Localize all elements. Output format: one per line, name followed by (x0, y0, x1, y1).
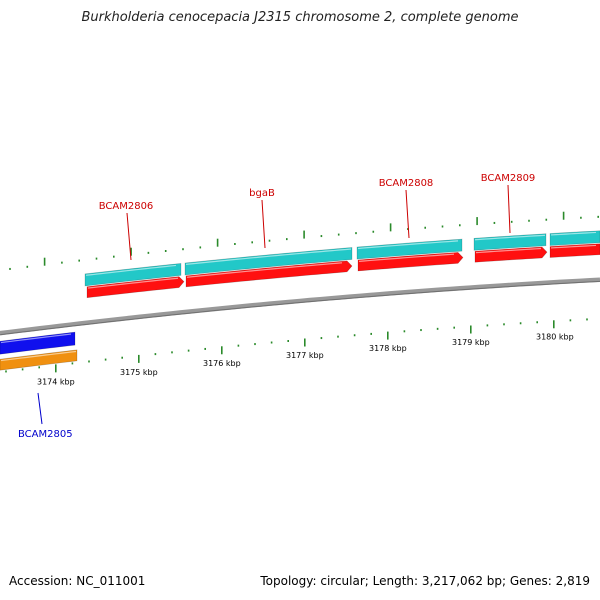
cds-band-forward-highlight (186, 262, 343, 278)
gene-band-forward-highlight (357, 240, 459, 250)
gene-band-forward-highlight (474, 234, 546, 241)
gene-leader-line (507, 184, 511, 234)
accession-text: Accession: NC_011001 (9, 574, 146, 588)
cds-band-forward-highlight (358, 253, 455, 262)
scale-label: 3179 kbp (452, 338, 490, 347)
gene-band-forward (473, 233, 547, 251)
cds-band-forward-highlight (87, 277, 179, 289)
gene-label: BCAM2809 (481, 173, 536, 184)
gene-band-forward-highlight (85, 264, 177, 276)
scale-label: 3180 kbp (536, 332, 574, 341)
tick-layer (5, 211, 600, 373)
cds-band-reverse-highlight (0, 333, 72, 344)
cds-band-forward (357, 252, 464, 272)
cds-band-forward (185, 260, 353, 288)
map-title: Burkholderia cenocepacia J2315 chromosom… (81, 10, 519, 25)
scale-label: 3176 kbp (203, 359, 241, 368)
gene-label: BCAM2808 (379, 178, 434, 189)
scale-label: 3177 kbp (286, 351, 324, 360)
gene-band-forward (184, 247, 353, 276)
cds-band-forward-highlight (550, 244, 597, 249)
gene-label: BCAM2806 (99, 201, 154, 212)
gene-leader-line (261, 199, 266, 249)
gene-band-forward-highlight (550, 231, 597, 236)
backbone-track (0, 277, 600, 336)
cds-band-forward (474, 246, 548, 263)
gene-label: bgaB (249, 188, 275, 199)
feature-layer (0, 230, 600, 371)
scale-label: 3175 kbp (120, 368, 158, 377)
gene-leader-line (405, 189, 410, 239)
scale-label: 3178 kbp (369, 344, 407, 353)
gene-band-reverse (0, 349, 78, 371)
gene-label: BCAM2805 (18, 429, 73, 440)
label-layer: 3174 kbp 3175 kbp 3176 kbp 3177 kbp 3178 kbp… (18, 173, 574, 440)
backbone-shadow (0, 280, 600, 336)
gene-leader-line (37, 392, 43, 425)
cds-band-reverse (0, 331, 76, 355)
gene-band-forward (356, 238, 463, 260)
gene-band-reverse-highlight (0, 350, 77, 362)
cds-band-forward (86, 276, 185, 299)
scale-label: 3174 kbp (37, 378, 75, 387)
gene-leader-line (126, 212, 132, 261)
summary-text: Topology: circular; Length: 3,217,062 bp… (260, 574, 590, 588)
cds-band-forward-highlight (475, 247, 542, 254)
gene-band-forward-highlight (185, 248, 352, 265)
gene-band-forward (84, 263, 182, 287)
